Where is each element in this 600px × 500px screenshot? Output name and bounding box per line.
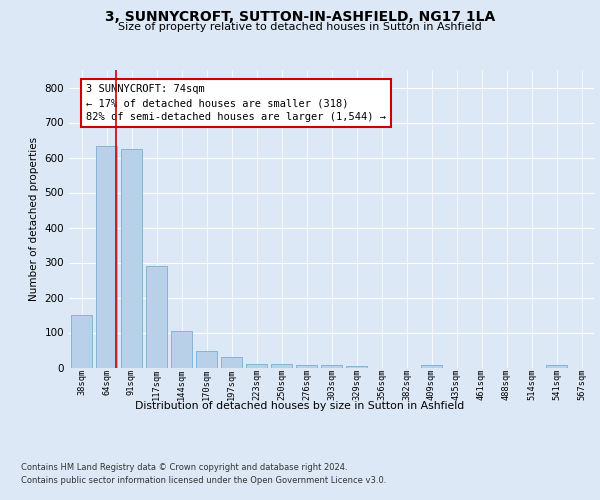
- Text: 3 SUNNYCROFT: 74sqm
← 17% of detached houses are smaller (318)
82% of semi-detac: 3 SUNNYCROFT: 74sqm ← 17% of detached ho…: [86, 84, 386, 122]
- Text: Contains public sector information licensed under the Open Government Licence v3: Contains public sector information licen…: [21, 476, 386, 485]
- Text: Contains HM Land Registry data © Crown copyright and database right 2024.: Contains HM Land Registry data © Crown c…: [21, 462, 347, 471]
- Text: Distribution of detached houses by size in Sutton in Ashfield: Distribution of detached houses by size …: [136, 401, 464, 411]
- Bar: [246, 364, 267, 368]
- Bar: [171, 332, 192, 368]
- Bar: [271, 364, 292, 368]
- Bar: [96, 146, 117, 368]
- Bar: [146, 266, 167, 368]
- Bar: [321, 365, 342, 368]
- Bar: [346, 366, 367, 368]
- Bar: [421, 365, 442, 368]
- Text: 3, SUNNYCROFT, SUTTON-IN-ASHFIELD, NG17 1LA: 3, SUNNYCROFT, SUTTON-IN-ASHFIELD, NG17 …: [105, 10, 495, 24]
- Bar: [121, 149, 142, 368]
- Bar: [196, 351, 217, 368]
- Bar: [221, 357, 242, 368]
- Bar: [296, 365, 317, 368]
- Text: Size of property relative to detached houses in Sutton in Ashfield: Size of property relative to detached ho…: [118, 22, 482, 32]
- Bar: [546, 365, 567, 368]
- Y-axis label: Number of detached properties: Number of detached properties: [29, 136, 39, 301]
- Bar: [71, 315, 92, 368]
